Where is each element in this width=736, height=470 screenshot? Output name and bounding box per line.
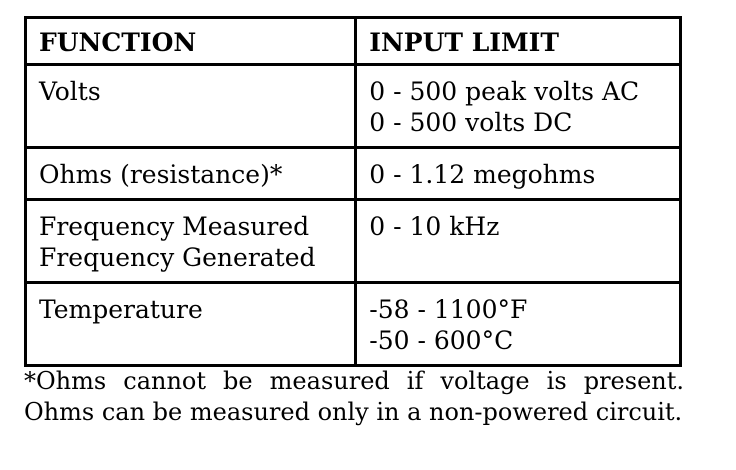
function-cell: Temperature xyxy=(23,281,358,367)
table-row: Ohms (resistance)* 0 - 1.12 megohms xyxy=(23,146,682,201)
function-cell: Frequency Measured Frequency Generated xyxy=(23,198,358,284)
function-text: Frequency Generated xyxy=(39,243,316,272)
function-text: Frequency Measured xyxy=(39,212,310,241)
limit-text: -58 - 1100°F xyxy=(369,295,528,324)
limit-cell: -58 - 1100°F -50 - 600°C xyxy=(354,281,682,367)
input-limits-table: FUNCTION INPUT LIMIT Volts 0 - 500 peak … xyxy=(23,16,682,367)
function-cell: Ohms (resistance)* xyxy=(23,146,358,201)
input-limit-column-header: INPUT LIMIT xyxy=(354,16,682,66)
table-header-row: FUNCTION INPUT LIMIT xyxy=(23,16,682,66)
footnote: *Ohms cannot be measured if voltage is p… xyxy=(24,367,684,426)
limit-text: 0 - 500 peak volts AC xyxy=(369,77,640,106)
limit-text: 0 - 1.12 megohms xyxy=(369,160,596,189)
function-text: Temperature xyxy=(39,295,203,324)
function-cell: Volts xyxy=(23,63,358,149)
limit-text: 0 - 10 kHz xyxy=(369,212,500,241)
limit-cell: 0 - 500 peak volts AC 0 - 500 volts DC xyxy=(354,63,682,149)
function-column-header: FUNCTION xyxy=(23,16,358,66)
limit-cell: 0 - 10 kHz xyxy=(354,198,682,284)
table-row: Volts 0 - 500 peak volts AC 0 - 500 volt… xyxy=(23,63,682,149)
limit-text: 0 - 500 volts DC xyxy=(369,108,573,137)
function-text: Ohms (resistance)* xyxy=(39,160,283,189)
limit-cell: 0 - 1.12 megohms xyxy=(354,146,682,201)
table-row: Temperature -58 - 1100°F -50 - 600°C xyxy=(23,281,682,367)
limit-text: -50 - 600°C xyxy=(369,326,514,355)
function-text: Volts xyxy=(39,77,101,106)
table-row: Frequency Measured Frequency Generated 0… xyxy=(23,198,682,284)
